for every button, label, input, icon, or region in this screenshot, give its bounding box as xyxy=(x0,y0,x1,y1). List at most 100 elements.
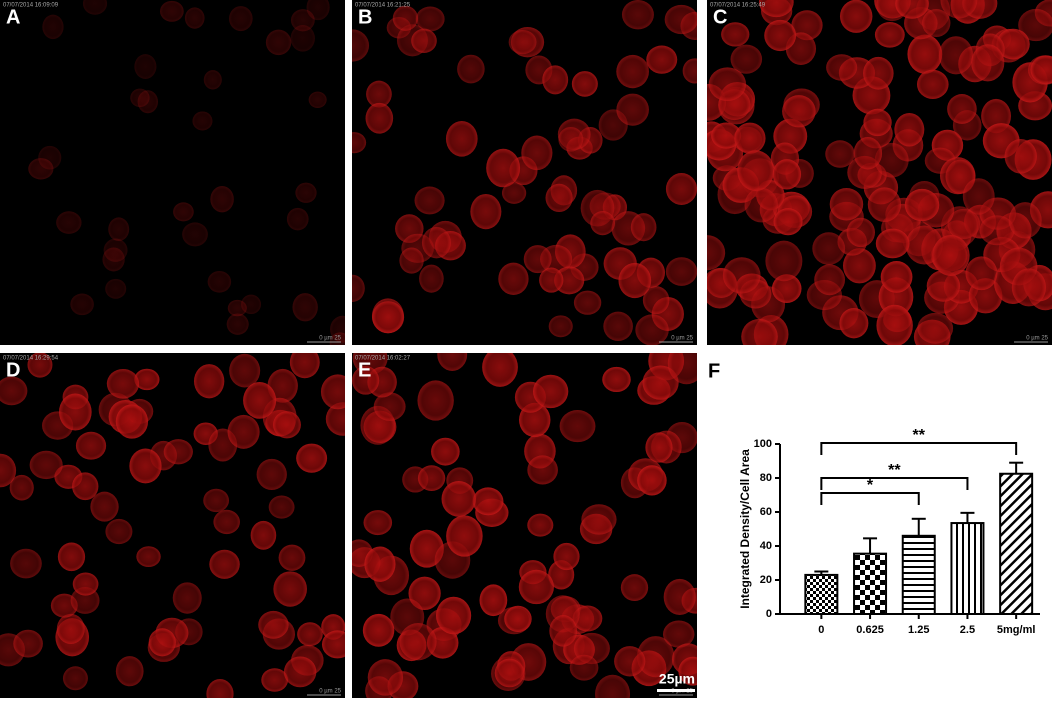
cell xyxy=(75,431,107,460)
cell xyxy=(278,544,306,571)
cell xyxy=(363,510,393,536)
cell xyxy=(163,439,193,465)
cell xyxy=(558,126,584,152)
cell xyxy=(273,571,307,607)
cell xyxy=(874,22,905,48)
cell xyxy=(863,108,892,137)
cell xyxy=(826,54,858,81)
cell xyxy=(504,605,532,633)
cell xyxy=(182,222,208,247)
cell xyxy=(70,293,94,316)
cell xyxy=(292,293,318,322)
cell xyxy=(411,28,437,53)
cell xyxy=(56,613,85,644)
cell xyxy=(545,183,573,213)
x-tick-label: 2.5 xyxy=(960,624,975,636)
cell xyxy=(295,182,317,203)
cell xyxy=(708,67,747,102)
cells xyxy=(0,353,345,698)
cells xyxy=(352,0,697,345)
cell xyxy=(1004,139,1037,174)
cell xyxy=(603,311,633,341)
cell xyxy=(56,211,82,234)
cell xyxy=(364,546,396,582)
significance-label: * xyxy=(867,477,874,494)
cell xyxy=(682,58,697,84)
cell xyxy=(209,549,240,579)
cell xyxy=(203,488,230,513)
cell xyxy=(569,654,599,681)
cell xyxy=(938,36,974,75)
cell xyxy=(446,515,483,557)
cell xyxy=(268,495,295,519)
cell xyxy=(90,491,119,522)
cell xyxy=(417,380,454,421)
cell xyxy=(620,574,649,602)
cell xyxy=(595,674,631,698)
cell xyxy=(590,211,615,236)
scale-bar xyxy=(657,689,695,692)
cell xyxy=(741,318,778,345)
cell xyxy=(62,666,88,691)
cell xyxy=(962,178,995,215)
cell xyxy=(1018,8,1052,42)
cell xyxy=(637,465,667,496)
cell xyxy=(664,4,697,35)
cell xyxy=(894,112,925,147)
cell xyxy=(136,546,161,567)
cell xyxy=(372,301,405,334)
cell xyxy=(916,69,949,99)
timestamp: 07/07/2014 16:25:49 xyxy=(710,3,766,9)
cell xyxy=(103,238,128,262)
cell xyxy=(721,22,750,47)
cell xyxy=(203,70,222,90)
cell xyxy=(932,234,970,276)
cell xyxy=(553,542,580,571)
cell xyxy=(734,122,766,154)
cell xyxy=(665,173,697,205)
cell xyxy=(57,542,86,572)
timestamp: 07/07/2014 16:02:27 xyxy=(355,356,411,362)
cell xyxy=(508,29,537,55)
panel-label: F xyxy=(708,360,720,382)
micrograph xyxy=(352,353,697,698)
timestamp: 07/07/2014 16:21:25 xyxy=(355,3,411,9)
cells xyxy=(28,0,345,345)
x-tick-label: 5mg/ml xyxy=(997,624,1036,636)
y-tick-label: 40 xyxy=(760,540,772,552)
cell xyxy=(527,513,554,537)
cell xyxy=(29,450,63,480)
cell xyxy=(265,29,292,56)
cell xyxy=(678,656,697,686)
cell xyxy=(559,410,596,443)
cells xyxy=(707,0,1052,345)
cell xyxy=(501,182,527,204)
cell xyxy=(457,54,485,84)
cell xyxy=(1011,268,1046,307)
cell xyxy=(527,455,558,485)
cell xyxy=(764,19,797,52)
cell xyxy=(72,472,99,501)
cell xyxy=(926,270,961,302)
cell xyxy=(618,262,652,299)
micrograph-background xyxy=(0,0,345,345)
cell xyxy=(206,678,234,698)
cell xyxy=(325,402,345,436)
bar xyxy=(950,522,985,615)
cell xyxy=(392,5,419,31)
cell xyxy=(320,374,345,410)
micrograph xyxy=(352,0,697,345)
cell xyxy=(521,135,553,171)
cell xyxy=(414,186,445,215)
cell xyxy=(498,262,529,295)
cell xyxy=(226,313,249,335)
cells xyxy=(352,353,697,698)
cell xyxy=(173,202,194,222)
cell xyxy=(758,0,794,18)
cell xyxy=(321,630,345,659)
cell xyxy=(863,56,894,90)
bar xyxy=(804,573,839,616)
cell xyxy=(965,256,998,291)
cell xyxy=(283,656,317,688)
cell xyxy=(72,572,99,596)
